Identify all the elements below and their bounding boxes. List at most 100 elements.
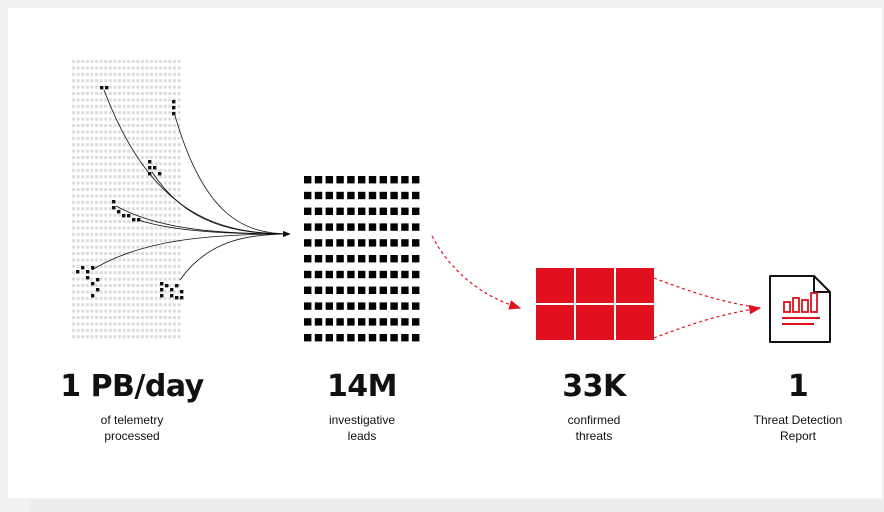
telemetry-grid-dot [122, 66, 126, 70]
telemetry-grid-dot [154, 232, 158, 236]
telemetry-grid-dot [141, 104, 144, 108]
telemetry-grid-dot [118, 156, 121, 159]
telemetry-grid-dot [104, 322, 108, 326]
telemetry-grid-dot [81, 79, 85, 83]
telemetry-grid-dot [95, 252, 98, 255]
telemetry-grid-dot [90, 162, 94, 166]
telemetry-grid-dot [118, 239, 121, 243]
telemetry-grid-dot [173, 316, 176, 319]
telemetry-grid-dot [163, 117, 167, 121]
telemetry-grid-dot [163, 277, 167, 281]
telemetry-grid-dot [104, 66, 108, 70]
telemetry-grid-dot [95, 168, 98, 172]
telemetry-grid-dot [168, 316, 172, 319]
telemetry-grid-dot [159, 245, 163, 249]
telemetry-grid-dot [141, 149, 144, 153]
telemetry-grid-dot [168, 271, 172, 275]
telemetry-grid-dot [159, 258, 163, 262]
telemetry-grid-dot [177, 213, 181, 217]
telemetry-grid-dot [99, 245, 103, 249]
telemetry-grid-dot [118, 232, 121, 236]
telemetry-grid-dot [159, 213, 163, 217]
telemetry-grid-dot [145, 156, 149, 159]
telemetry-grid-dot [141, 156, 144, 159]
telemetry-grid-dot [145, 200, 149, 204]
telemetry-cluster-dot [172, 100, 176, 104]
telemetry-grid-dot [168, 303, 172, 307]
telemetry-grid-dot [173, 207, 176, 211]
telemetry-grid-dot [131, 92, 135, 95]
threats-block-cell [576, 268, 614, 303]
telemetry-grid-dot [150, 136, 153, 140]
telemetry-grid-dot [95, 104, 98, 108]
telemetry-grid-dot [168, 232, 172, 236]
telemetry-grid-dot [127, 188, 131, 191]
telemetry-grid-dot [122, 284, 126, 287]
telemetry-grid-dot [99, 258, 103, 262]
telemetry-grid-dot [136, 328, 140, 332]
telemetry-grid-dot [150, 303, 153, 307]
telemetry-grid-dot [136, 252, 140, 255]
telemetry-grid-dot [118, 136, 121, 140]
telemetry-grid-dot [122, 117, 126, 121]
telemetry-grid-dot [85, 72, 89, 76]
leads-grid-cell [379, 318, 387, 326]
telemetry-grid-dot [177, 130, 181, 134]
telemetry-grid-dot [154, 117, 158, 121]
telemetry-grid-dot [108, 303, 112, 307]
telemetry-grid-dot [113, 104, 117, 108]
telemetry-grid-dot [122, 316, 126, 319]
telemetry-grid-dot [95, 232, 98, 236]
telemetry-grid-dot [76, 98, 80, 102]
telemetry-grid-dot [104, 194, 108, 198]
telemetry-grid-dot [168, 162, 172, 166]
telemetry-grid-dot [168, 85, 172, 89]
telemetry-grid-dot [150, 162, 153, 166]
telemetry-grid-dot [168, 245, 172, 249]
telemetry-grid-dot [90, 60, 94, 63]
telemetry-grid-dot [173, 156, 176, 159]
telemetry-grid-dot [177, 85, 181, 89]
telemetry-grid-dot [150, 72, 153, 76]
leads-grid-cell [358, 191, 366, 200]
telemetry-grid-dot [177, 92, 181, 95]
telemetry-grid-dot [131, 239, 135, 243]
leads-grid-cell [412, 286, 420, 294]
telemetry-grid-dot [76, 92, 80, 95]
telemetry-grid-dot [145, 296, 149, 300]
telemetry-grid-dot [127, 136, 131, 140]
telemetry-grid-dot [113, 66, 117, 70]
leads-grid-cell [347, 191, 355, 200]
telemetry-grid-dot [81, 136, 85, 140]
telemetry-grid-dot [131, 328, 135, 332]
telemetry-grid-dot [127, 328, 131, 332]
leads-grid-cell [314, 255, 323, 263]
telemetry-grid-dot [85, 264, 89, 268]
leads-grid-cell [368, 239, 377, 247]
telemetry-grid-dot [159, 66, 163, 70]
telemetry-grid-dot [95, 328, 98, 332]
telemetry-grid-dot [154, 271, 158, 275]
telemetry-grid-dot [131, 162, 135, 166]
telemetry-grid-dot [163, 149, 167, 153]
telemetry-grid-dot [95, 117, 98, 121]
telemetry-grid-dot [141, 72, 144, 76]
telemetry-grid-dot [81, 207, 85, 211]
telemetry-grid-dot [131, 264, 135, 268]
telemetry-grid-dot [168, 130, 172, 134]
telemetry-grid-dot [118, 175, 121, 179]
telemetry-grid-dot [118, 277, 121, 281]
telemetry-grid-dot [76, 322, 80, 326]
telemetry-grid-dot [95, 72, 98, 76]
telemetry-grid-dot [85, 226, 89, 230]
telemetry-grid-dot [90, 104, 94, 108]
telemetry-grid-dot [159, 277, 163, 281]
telemetry-grid-dot [113, 188, 117, 191]
telemetry-grid-dot [113, 271, 117, 275]
telemetry-grid-dot [173, 258, 176, 262]
telemetry-grid-dot [173, 162, 176, 166]
telemetry-grid-dot [99, 66, 103, 70]
telemetry-grid-dot [85, 92, 89, 95]
telemetry-grid-dot [99, 149, 103, 153]
